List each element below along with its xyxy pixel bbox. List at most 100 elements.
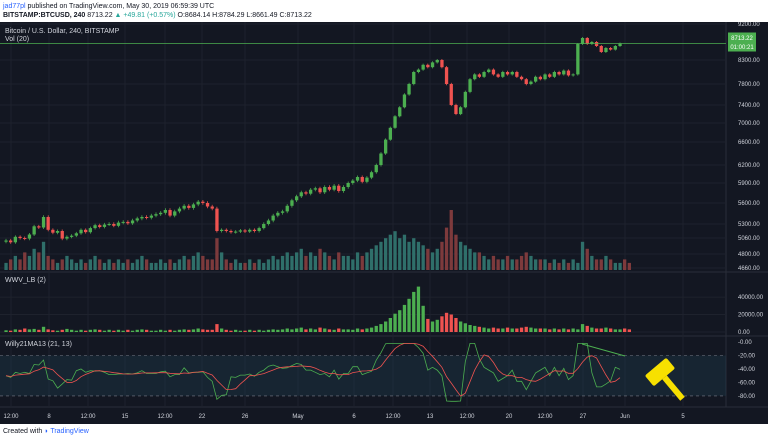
wwv-bar xyxy=(51,330,55,332)
volume-bar xyxy=(491,255,496,270)
wwv-bar xyxy=(79,329,83,332)
volume-bar xyxy=(351,259,355,270)
volume-bar xyxy=(224,259,228,270)
candle-body xyxy=(145,217,149,218)
wwv-bar xyxy=(552,328,556,332)
volume-bar xyxy=(280,255,285,270)
wwv-bar xyxy=(613,329,617,332)
time-tick-label: 12:00 xyxy=(157,414,173,420)
candle-body xyxy=(285,205,289,212)
volume-bar xyxy=(501,259,505,270)
time-tick-label: Jun xyxy=(620,414,630,420)
wwv-bar xyxy=(332,329,336,332)
volume-bar xyxy=(538,259,542,270)
last-price-badge-text: 8713.22 xyxy=(731,36,753,42)
candle-body xyxy=(205,203,210,207)
volume-bar xyxy=(482,255,486,270)
wwv-bar xyxy=(276,329,280,332)
willy-line xyxy=(5,343,621,402)
wwv-tick-label: 0.00 xyxy=(738,330,750,336)
footer: Created with ◗ TradingView xyxy=(0,424,768,440)
tradingview-brand-link[interactable]: TradingView xyxy=(50,428,89,435)
wwv-bar xyxy=(524,326,528,332)
wwv-bar xyxy=(309,328,313,332)
volume-bar xyxy=(421,245,425,270)
willy-ma-line xyxy=(5,343,621,397)
time-tick-label: 12:00 xyxy=(3,414,19,420)
candle-body xyxy=(534,76,538,82)
candle-body xyxy=(135,218,139,221)
volume-bar xyxy=(566,262,571,270)
candle-body xyxy=(548,74,552,77)
candle-body xyxy=(398,107,402,117)
wwv-bar xyxy=(318,327,322,332)
candle-body xyxy=(519,76,524,80)
candle-body xyxy=(276,212,280,216)
wwv-bar xyxy=(416,286,421,332)
price-tick-label: 5900.00 xyxy=(738,181,760,187)
candle-body xyxy=(524,79,528,84)
wwv-bar xyxy=(323,328,327,332)
volume-bar xyxy=(177,259,182,270)
wwv-bar xyxy=(515,328,519,332)
volume-bar xyxy=(505,255,510,270)
candle-body xyxy=(299,192,303,197)
candle-body xyxy=(313,188,317,190)
willy-tick-label: -60.00 xyxy=(738,380,756,386)
wwv-bar xyxy=(27,329,32,332)
wwv-bar xyxy=(98,329,102,332)
wwv-bar xyxy=(477,326,481,332)
price-tick-label: 7400.00 xyxy=(738,103,760,109)
volume-bar xyxy=(416,241,421,270)
wwv-bar xyxy=(262,330,266,332)
volume-bar xyxy=(318,248,322,270)
candle-body xyxy=(576,44,580,75)
wwv-bar xyxy=(84,330,88,332)
volume-bar xyxy=(295,252,299,270)
candle-body xyxy=(262,224,266,229)
candle-body xyxy=(337,185,341,191)
volume-bar xyxy=(599,259,603,270)
volume-bar xyxy=(145,259,149,270)
wwv-bar xyxy=(529,327,533,332)
candle-body xyxy=(580,38,585,44)
candle-body xyxy=(388,127,392,140)
gavel-head xyxy=(645,358,675,386)
volume-bar xyxy=(41,241,46,270)
volume-bar xyxy=(32,248,36,270)
candle-body xyxy=(618,43,622,46)
volume-bar xyxy=(426,248,430,270)
wwv-bar xyxy=(201,329,205,332)
wwv-bar xyxy=(149,330,153,332)
wwv-bar xyxy=(37,329,41,332)
author-link[interactable]: jad77pl xyxy=(3,3,26,10)
candle-body xyxy=(84,229,88,233)
volume-bar xyxy=(98,259,102,270)
volume-bar xyxy=(618,262,622,270)
chart-canvas[interactable]: 9200.00 8300.00 7800.00 7400.00 7000.00 6600.… xyxy=(0,22,768,424)
volume-bar xyxy=(299,248,303,270)
symbol-info-line: BITSTAMP:BTCUSD, 240 8713.22 ▲ +49.81 (+… xyxy=(3,11,312,20)
candle-body xyxy=(440,60,444,68)
wwv-bar xyxy=(548,329,552,332)
wwv-bar xyxy=(18,329,22,332)
volume-bar xyxy=(60,259,64,270)
volume-bar xyxy=(102,262,107,270)
candle-body xyxy=(121,221,125,223)
wwv-bar xyxy=(9,330,13,332)
wwv-bar xyxy=(398,310,402,332)
volume-bar xyxy=(468,248,472,270)
candle-body xyxy=(421,64,425,70)
candle-body xyxy=(463,91,467,108)
wwv-bar xyxy=(173,330,177,332)
chart-area[interactable]: 9200.00 8300.00 7800.00 7400.00 7000.00 6600.… xyxy=(0,22,768,424)
candle-body xyxy=(112,224,116,226)
wwv-bar xyxy=(430,321,435,332)
candle-body xyxy=(318,188,322,193)
candle-body xyxy=(295,196,299,201)
volume-bar xyxy=(135,259,139,270)
price-tick-label: 9200.00 xyxy=(738,22,760,28)
volume-bar xyxy=(173,262,177,270)
candle-body xyxy=(477,74,481,77)
candle-body xyxy=(323,187,327,193)
